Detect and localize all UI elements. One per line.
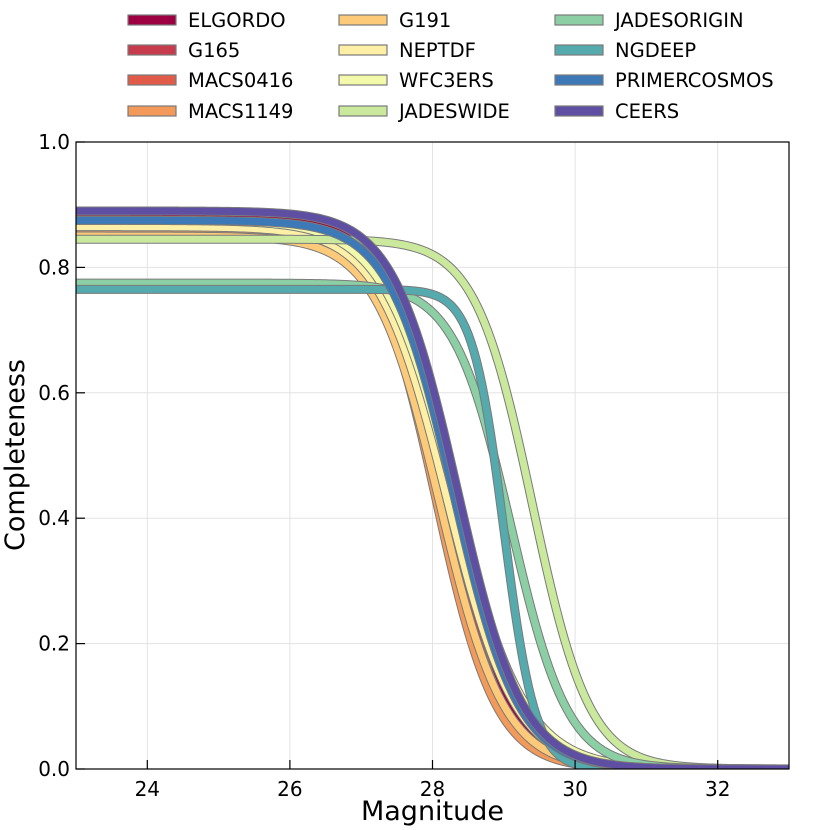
legend-swatch-ceers — [554, 105, 604, 117]
legend-label-jadesorigin: JADESORIGIN — [613, 9, 744, 32]
legend-swatch-primercosmos — [554, 74, 604, 86]
series-line-ceers — [76, 207, 789, 769]
legend-swatch-jadesorigin — [554, 14, 604, 26]
y-tick-label: 0.6 — [38, 381, 70, 405]
y-axis-label: Completeness — [0, 359, 31, 551]
legend: ELGORDO G165 MACS0416 MACS1149 G191 NEPTDF WFC… — [127, 9, 774, 123]
legend-label-jadeswide: JADESWIDE — [397, 100, 510, 123]
x-tick-label: 32 — [705, 777, 730, 801]
x-axis-label: Magnitude — [361, 796, 504, 827]
y-tick-label: 1.0 — [38, 130, 70, 154]
legend-label-g191: G191 — [399, 9, 451, 32]
legend-label-ngdeep: NGDEEP — [615, 39, 696, 62]
legend-label-elgordo: ELGORDO — [188, 9, 286, 32]
legend-swatch-g165 — [127, 44, 177, 56]
legend-swatch-wfc3ers — [338, 74, 388, 86]
legend-swatch-neptdf — [338, 44, 388, 56]
y-tick-label: 0.2 — [38, 632, 70, 656]
y-tick-label: 0.8 — [38, 255, 70, 279]
legend-label-neptdf: NEPTDF — [399, 39, 476, 62]
y-tick-label: 0.0 — [38, 757, 70, 781]
legend-label-macs0416: MACS0416 — [188, 69, 293, 92]
legend-label-g165: G165 — [188, 39, 240, 62]
legend-swatch-jadeswide — [338, 105, 388, 117]
legend-label-primercosmos: PRIMERCOSMOS — [615, 69, 774, 92]
legend-label-wfc3ers: WFC3ERS — [399, 69, 494, 92]
y-tick-label: 0.4 — [38, 506, 70, 530]
x-tick-label: 26 — [277, 777, 302, 801]
x-tick-label: 28 — [420, 777, 445, 801]
legend-swatch-ngdeep — [554, 44, 604, 56]
axis-ticks: 24 26 28 30 32 0.0 0.2 0.4 0.6 0.8 1.0 — [38, 130, 730, 801]
legend-swatch-macs1149 — [127, 105, 177, 117]
legend-label-ceers: CEERS — [615, 100, 679, 123]
x-tick-label: 24 — [135, 777, 160, 801]
x-tick-label: 30 — [562, 777, 587, 801]
legend-swatch-macs0416 — [127, 74, 177, 86]
legend-swatch-elgordo — [127, 14, 177, 26]
legend-swatch-g191 — [338, 14, 388, 26]
legend-label-macs1149: MACS1149 — [188, 100, 293, 123]
